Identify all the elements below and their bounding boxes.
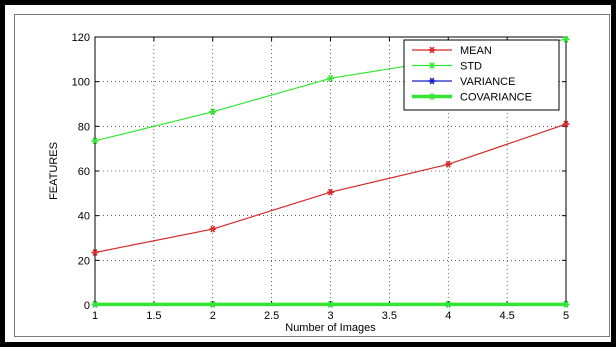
- x-tick-label: 3.5: [382, 310, 397, 322]
- legend-box: [403, 39, 560, 111]
- legend-label-std: STD: [460, 61, 482, 73]
- data-point-covariance: [209, 300, 217, 308]
- y-tick-label: 100: [72, 77, 90, 89]
- legend-label-covariance: COVARIANCE: [460, 92, 532, 104]
- data-point-covariance: [444, 300, 452, 308]
- data-point-mean: [562, 120, 570, 128]
- figure-border: [14, 14, 610, 337]
- y-tick-label: 60: [78, 166, 90, 178]
- x-tick-label: 4.5: [499, 310, 514, 322]
- data-point-mean: [444, 160, 452, 168]
- legend: MEAN STD VARIANCE COVARIANCE: [403, 39, 560, 111]
- data-point-std: [327, 74, 334, 82]
- x-tick-label: 3: [327, 310, 333, 322]
- legend-marker-covariance: [428, 93, 436, 100]
- x-tick-label: 1.5: [146, 310, 161, 322]
- x-axis-label: Number of Images: [285, 322, 376, 334]
- data-point-covariance: [91, 300, 99, 308]
- axis-ticks: 1 1.5 2 2.5 3 3.5 4 4.5 5 0 20 40 60 80 100 120: [72, 32, 569, 322]
- data-point-mean: [209, 225, 217, 233]
- legend-label-variance: VARIANCE: [460, 76, 515, 88]
- data-point-std: [562, 35, 570, 43]
- x-tick-label: 4: [445, 310, 451, 322]
- x-tick-label: 2.5: [264, 310, 279, 322]
- x-tick-label: 1: [92, 310, 98, 322]
- data-point-covariance: [562, 300, 570, 308]
- y-tick-label: 80: [78, 121, 90, 133]
- data-point-covariance: [327, 300, 334, 308]
- legend-label-mean: MEAN: [460, 45, 492, 57]
- legend-marker-mean: [428, 46, 436, 54]
- x-tick-label: 2: [210, 310, 216, 322]
- data-point-std: [91, 137, 99, 145]
- y-tick-label: 0: [84, 300, 90, 312]
- series-layer: [91, 35, 570, 308]
- y-tick-label: 120: [72, 32, 90, 44]
- legend-marker-variance: [428, 77, 436, 85]
- y-axis-label: FEATURES: [48, 142, 60, 200]
- y-tick-label: 20: [78, 255, 90, 267]
- y-tick-label: 40: [78, 211, 90, 223]
- data-point-mean: [327, 188, 334, 196]
- data-point-std: [209, 108, 217, 116]
- data-point-mean: [91, 249, 99, 256]
- legend-marker-std: [428, 62, 436, 69]
- x-tick-label: 5: [563, 310, 569, 322]
